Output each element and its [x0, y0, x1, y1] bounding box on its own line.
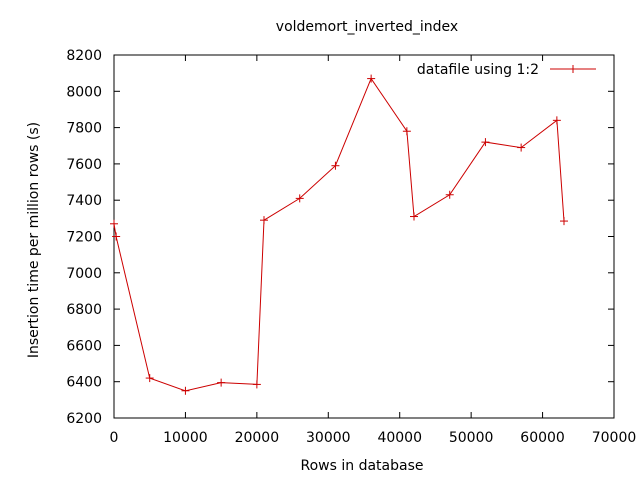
- x-tick-label: 40000: [377, 430, 422, 446]
- data-point: [410, 212, 418, 221]
- y-tick-label: 6600: [66, 338, 102, 354]
- y-tick-label: 8200: [66, 48, 102, 64]
- x-tick-label: 10000: [163, 430, 208, 446]
- data-point: [481, 138, 490, 147]
- plot-frame: [113, 54, 615, 419]
- y-tick-label: 8000: [66, 84, 102, 100]
- x-axis: 0 10000 20000 30000 40000 50000 60000 70000: [110, 55, 637, 446]
- data-point: [217, 378, 226, 387]
- data-point: [331, 161, 340, 170]
- x-tick-label: 20000: [235, 430, 280, 446]
- data-point: [260, 216, 268, 225]
- y-tick-label: 6800: [66, 302, 102, 318]
- chart-title: voldemort_inverted_index: [276, 19, 458, 35]
- legend-marker: [569, 65, 577, 73]
- series-group: [110, 74, 568, 395]
- legend-marker-plus: [569, 65, 577, 73]
- x-tick-label: 50000: [449, 430, 494, 446]
- data-point: [295, 194, 304, 203]
- y-tick-label: 6400: [66, 375, 102, 391]
- x-axis-label: Rows in database: [301, 458, 424, 474]
- y-axis-label: Insertion time per million rows (s): [26, 122, 42, 358]
- data-point: [367, 74, 376, 83]
- data-point: [402, 127, 411, 136]
- legend-label: datafile using 1:2: [417, 62, 539, 78]
- data-point: [517, 143, 526, 152]
- y-tick-label: 7800: [66, 121, 102, 137]
- x-tick-label: 60000: [520, 430, 565, 446]
- y-tick-label: 7000: [66, 266, 102, 282]
- data-point: [145, 374, 154, 383]
- x-tick-label: 0: [110, 430, 119, 446]
- y-tick-label: 6200: [66, 411, 102, 427]
- data-point: [252, 380, 261, 389]
- data-point: [110, 219, 118, 228]
- y-axis: 6200 6400 6600 6800 7000 7200 7400 7600 7800 8000…: [66, 48, 614, 427]
- data-point: [112, 232, 121, 241]
- data-point: [560, 217, 568, 226]
- legend: datafile using 1:2: [417, 62, 596, 78]
- series-line: [113, 77, 565, 392]
- y-tick-label: 7400: [66, 193, 102, 209]
- data-point: [181, 386, 190, 395]
- y-tick-label: 7200: [66, 230, 102, 246]
- y-tick-label: 7600: [66, 157, 102, 173]
- x-tick-label: 30000: [306, 430, 351, 446]
- x-tick-label: 70000: [592, 430, 637, 446]
- data-point: [445, 190, 454, 199]
- data-point: [552, 116, 561, 125]
